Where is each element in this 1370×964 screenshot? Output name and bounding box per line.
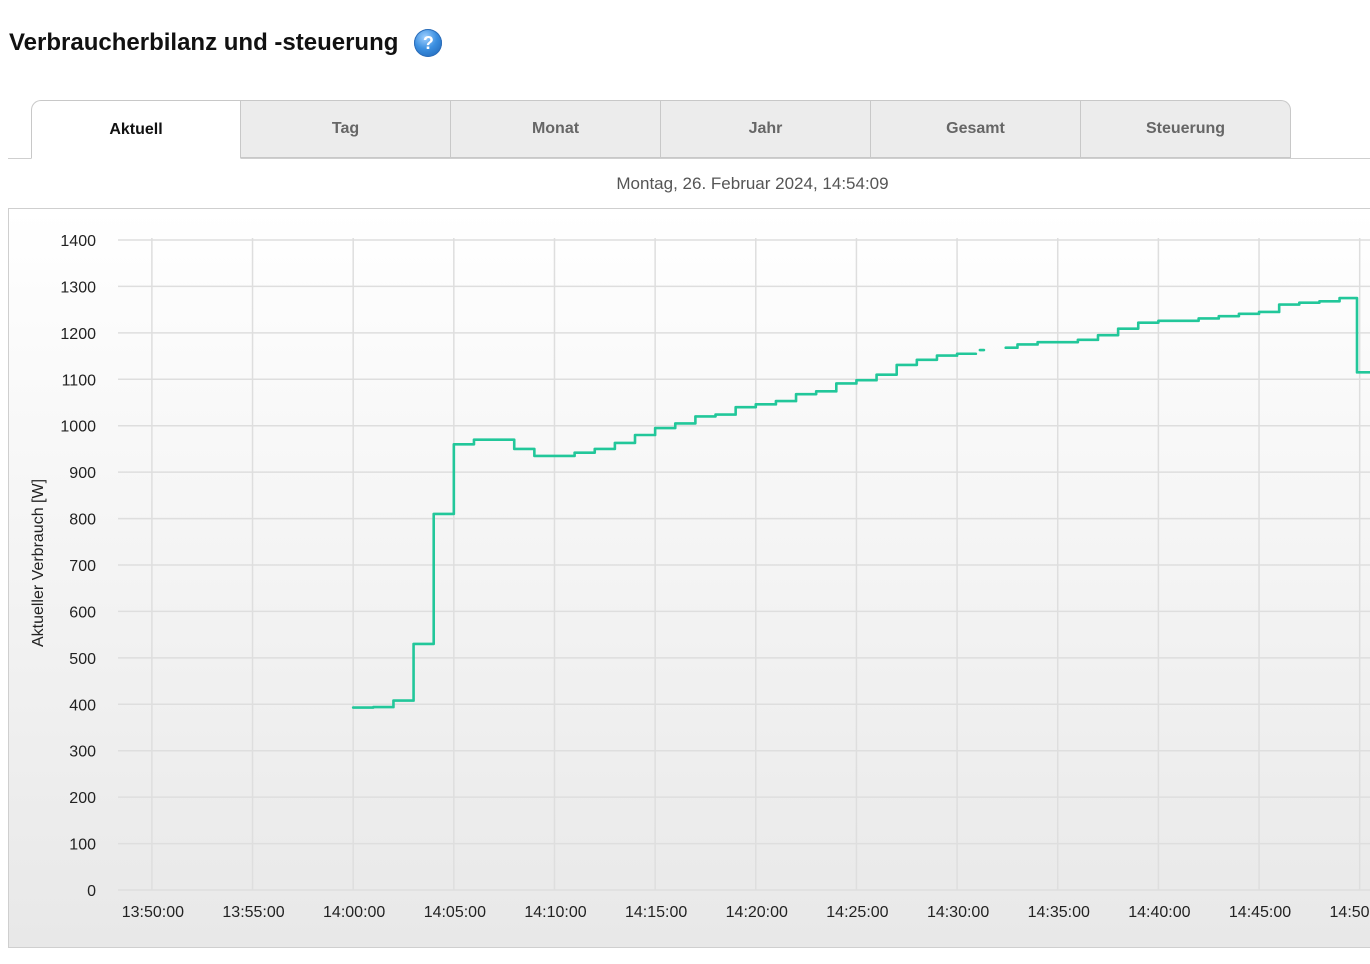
x-tick-label: 14:20:00 [726,904,788,921]
y-tick-label: 1000 [60,419,96,436]
grid [118,238,1370,891]
y-tick-label: 1200 [60,326,96,343]
page-header: Verbraucherbilanz und -steuerung ? [9,28,443,58]
x-tick-label: 14:50:00 [1330,904,1370,921]
timestamp: Montag, 26. Februar 2024, 14:54:09 [616,174,889,193]
y-tick-label: 300 [69,744,96,761]
tab-aktuell[interactable]: Aktuell [31,100,241,159]
y-tick-label: 800 [69,512,96,529]
tab-gesamt[interactable]: Gesamt [871,100,1081,158]
y-tick-label: 1100 [62,372,97,389]
x-tick-label: 14:00:00 [323,904,385,921]
chart-container [8,208,1370,948]
x-tick-label: 14:30:00 [927,904,989,921]
page-title: Verbraucherbilanz und -steuerung [9,29,399,56]
series [351,296,1370,709]
x-tick-label: 14:10:00 [524,904,586,921]
x-tick-label: 14:25:00 [826,904,888,921]
tab-monat[interactable]: Monat [451,100,661,158]
y-tick-label: 1400 [60,233,96,250]
tab-bar: Aktuell Tag Monat Jahr Gesamt Steuerung [31,100,1291,159]
y-axis: 0 100 200 300 400 500 600 700 800 900 1000 1100 1200… [60,233,96,900]
x-tick-label: 14:40:00 [1128,904,1190,921]
y-axis-label: Aktueller Verbrauch [W] [30,479,47,647]
x-tick-label: 14:35:00 [1028,904,1090,921]
x-axis: 13:50:00 13:55:00 14:00:00 14:05:00 14:10:00… [122,904,1370,921]
series-line-segment [351,352,978,709]
y-tick-label: 600 [69,604,96,621]
x-tick-label: 14:05:00 [424,904,486,921]
y-tick-label: 700 [69,558,96,575]
x-tick-label: 14:45:00 [1229,904,1291,921]
series-line-segment [1004,296,1370,374]
y-tick-label: 500 [69,651,96,668]
y-tick-label: 100 [69,837,96,854]
y-tick-label: 400 [69,697,96,714]
x-tick-label: 13:55:00 [222,904,284,921]
tab-divider [8,158,1370,159]
y-tick-label: 200 [69,790,96,807]
y-tick-label: 0 [87,883,96,900]
tab-tag[interactable]: Tag [241,100,451,158]
y-tick-label: 900 [69,465,96,482]
y-tick-label: 1300 [60,279,96,296]
tab-jahr[interactable]: Jahr [661,100,871,158]
x-tick-label: 13:50:00 [122,904,184,921]
tab-steuerung[interactable]: Steuerung [1081,100,1291,158]
x-tick-label: 14:15:00 [625,904,687,921]
question-circle-icon[interactable]: ? [414,29,443,57]
